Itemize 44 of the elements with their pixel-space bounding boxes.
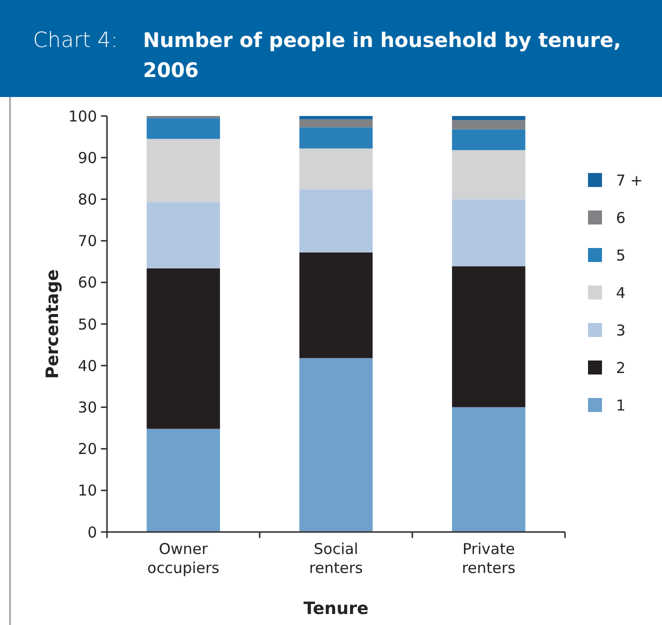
caption: Chart 4: [33, 28, 118, 52]
legend-label: 3 [616, 321, 626, 340]
chart-title: Number of people in household by tenure, 2006 [143, 28, 622, 82]
y-tick-label: 90 [78, 148, 97, 167]
bar [299, 119, 373, 128]
legend-label: 2 [616, 358, 626, 377]
x-axis-title: Tenure [304, 599, 368, 619]
x-tick-label: Owner occupiers [147, 540, 220, 577]
bar [452, 129, 526, 150]
bar [299, 127, 373, 148]
y-tick-label: 20 [78, 440, 97, 458]
legend-label: 6 [616, 208, 626, 227]
y-tick-label: 70 [78, 232, 97, 250]
y-tick-label: 100 [68, 107, 97, 126]
y-axis-title: Percentage [43, 269, 63, 379]
legend-label: 4 [616, 284, 626, 302]
y-tick-label: 0 [87, 523, 97, 542]
y-tick-label: 60 [78, 274, 97, 292]
bar [299, 358, 373, 532]
x-tick-label: Social renters [309, 540, 364, 577]
bar [146, 138, 220, 202]
bar [299, 148, 373, 190]
bar [452, 199, 526, 266]
bar [146, 118, 220, 139]
bar [452, 116, 526, 120]
bar [452, 120, 526, 130]
y-tick-label: 80 [78, 190, 97, 208]
y-tick-label: 10 [78, 482, 97, 500]
y-tick-label: 30 [78, 398, 97, 416]
bar [146, 268, 220, 429]
bar [452, 150, 526, 200]
x-tick-label: Private renters [462, 540, 516, 577]
legend-label: 1 [616, 396, 626, 414]
bar [146, 202, 220, 268]
bar [452, 407, 526, 532]
legend-label: 7 + [616, 171, 643, 190]
y-tick-label: 40 [78, 356, 97, 375]
y-tick-label: 50 [78, 315, 97, 334]
bar [299, 252, 373, 358]
bar [299, 189, 373, 252]
bar [146, 428, 220, 532]
bar [452, 266, 526, 408]
legend-label: 5 [616, 246, 626, 264]
bar [299, 116, 373, 120]
